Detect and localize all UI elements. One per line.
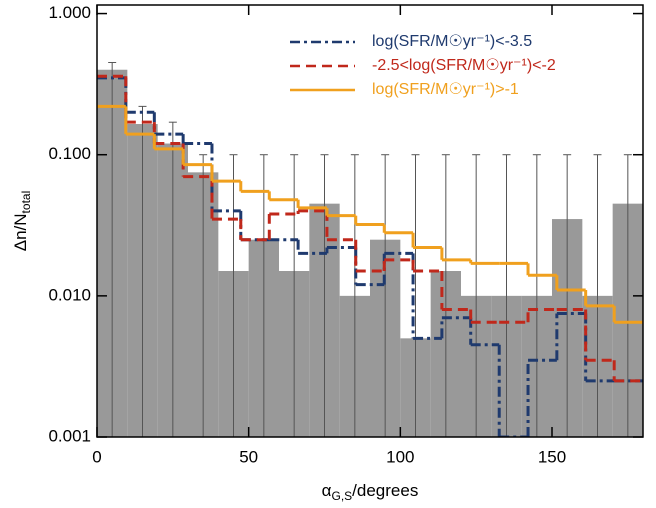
x-tick-label: 0 bbox=[92, 447, 101, 466]
y-tick-label: 0.100 bbox=[48, 144, 91, 163]
x-tick-label: 150 bbox=[538, 447, 566, 466]
x-label-main: α bbox=[322, 481, 332, 500]
y-label-sub: total bbox=[19, 191, 33, 214]
legend-label: log(SFR/M☉yr⁻¹)>-1 bbox=[372, 81, 519, 98]
y-label-main: Δn/N bbox=[11, 213, 30, 251]
x-tick-label: 100 bbox=[386, 447, 414, 466]
legend-label: log(SFR/M☉yr⁻¹)<-3.5 bbox=[372, 33, 532, 50]
y-tick-label: 0.010 bbox=[48, 285, 91, 304]
y-axis-label: Δn/Ntotal bbox=[11, 191, 33, 252]
x-label-suffix: /degrees bbox=[352, 481, 418, 500]
legend-label: -2.5<log(SFR/M☉yr⁻¹)<-2 bbox=[372, 57, 556, 74]
y-tick-label: 1.000 bbox=[48, 3, 91, 22]
x-axis-label: αG,S/degrees bbox=[322, 481, 419, 503]
x-tick-label: 50 bbox=[239, 447, 258, 466]
x-label-sub: G,S bbox=[331, 489, 352, 503]
y-tick-label: 0.001 bbox=[48, 426, 91, 445]
plot-frame bbox=[96, 4, 644, 438]
